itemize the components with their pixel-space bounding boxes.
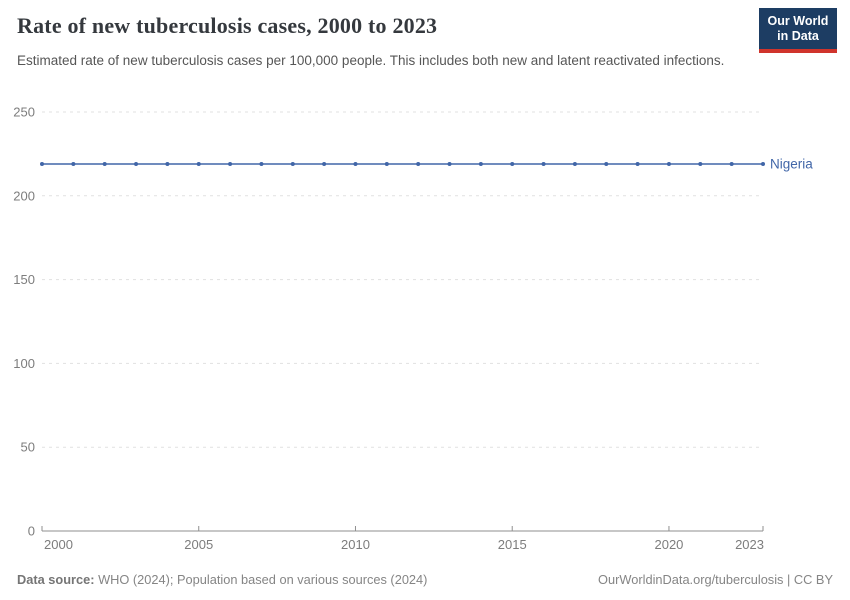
data-point[interactable] [134, 161, 139, 166]
data-point[interactable] [635, 161, 640, 166]
data-point[interactable] [322, 161, 327, 166]
data-point[interactable] [416, 161, 421, 166]
owid-logo-line1: Our World [767, 14, 829, 28]
data-point[interactable] [290, 161, 295, 166]
chart-subtitle: Estimated rate of new tuberculosis cases… [17, 53, 725, 68]
data-point[interactable] [40, 161, 44, 166]
data-point[interactable] [384, 161, 389, 166]
data-point[interactable] [761, 161, 765, 166]
y-tick-label: 100 [13, 356, 35, 371]
y-gridlines: 0 50 100 150 200 250 [13, 105, 763, 539]
data-point[interactable] [196, 161, 201, 166]
series-entity-label[interactable]: Nigeria [770, 156, 813, 171]
data-point[interactable] [447, 161, 452, 166]
data-point[interactable] [165, 161, 170, 166]
data-point[interactable] [604, 161, 609, 166]
x-tick-label: 2023 [735, 537, 764, 552]
footer-link[interactable]: OurWorldinData.org/tuberculosis | CC BY [598, 572, 833, 587]
y-tick-label: 0 [28, 524, 35, 539]
x-tick-label: 2015 [498, 537, 527, 552]
data-source-text: WHO (2024); Population based on various … [94, 572, 428, 587]
data-point[interactable] [353, 161, 358, 166]
y-tick-label: 50 [21, 440, 35, 455]
y-tick-label: 250 [13, 105, 35, 120]
data-point[interactable] [228, 161, 233, 166]
data-point[interactable] [541, 161, 546, 166]
y-tick-label: 150 [13, 272, 35, 287]
x-axis: 2000 2005 2010 2015 2020 2023 [41, 526, 764, 552]
data-source: Data source: WHO (2024); Population base… [17, 572, 427, 587]
series-line-nigeria[interactable]: Nigeria [40, 156, 813, 171]
data-point[interactable] [698, 161, 703, 166]
data-source-label: Data source: [17, 572, 95, 587]
data-point[interactable] [71, 161, 76, 166]
page-title: Rate of new tuberculosis cases, 2000 to … [17, 13, 438, 38]
data-point[interactable] [510, 161, 515, 166]
owid-logo-line2: in Data [777, 29, 819, 44]
data-point[interactable] [102, 161, 107, 166]
data-point[interactable] [666, 161, 671, 166]
x-tick-label: 2020 [654, 537, 683, 552]
owid-logo[interactable]: Our World in Data [759, 8, 837, 53]
data-point[interactable] [729, 161, 734, 166]
data-point[interactable] [259, 161, 264, 166]
x-tick-label: 2000 [44, 537, 73, 552]
data-point[interactable] [478, 161, 483, 166]
x-tick-label: 2005 [184, 537, 213, 552]
y-tick-label: 200 [13, 188, 35, 203]
x-tick-label: 2010 [341, 537, 370, 552]
data-point[interactable] [572, 161, 577, 166]
